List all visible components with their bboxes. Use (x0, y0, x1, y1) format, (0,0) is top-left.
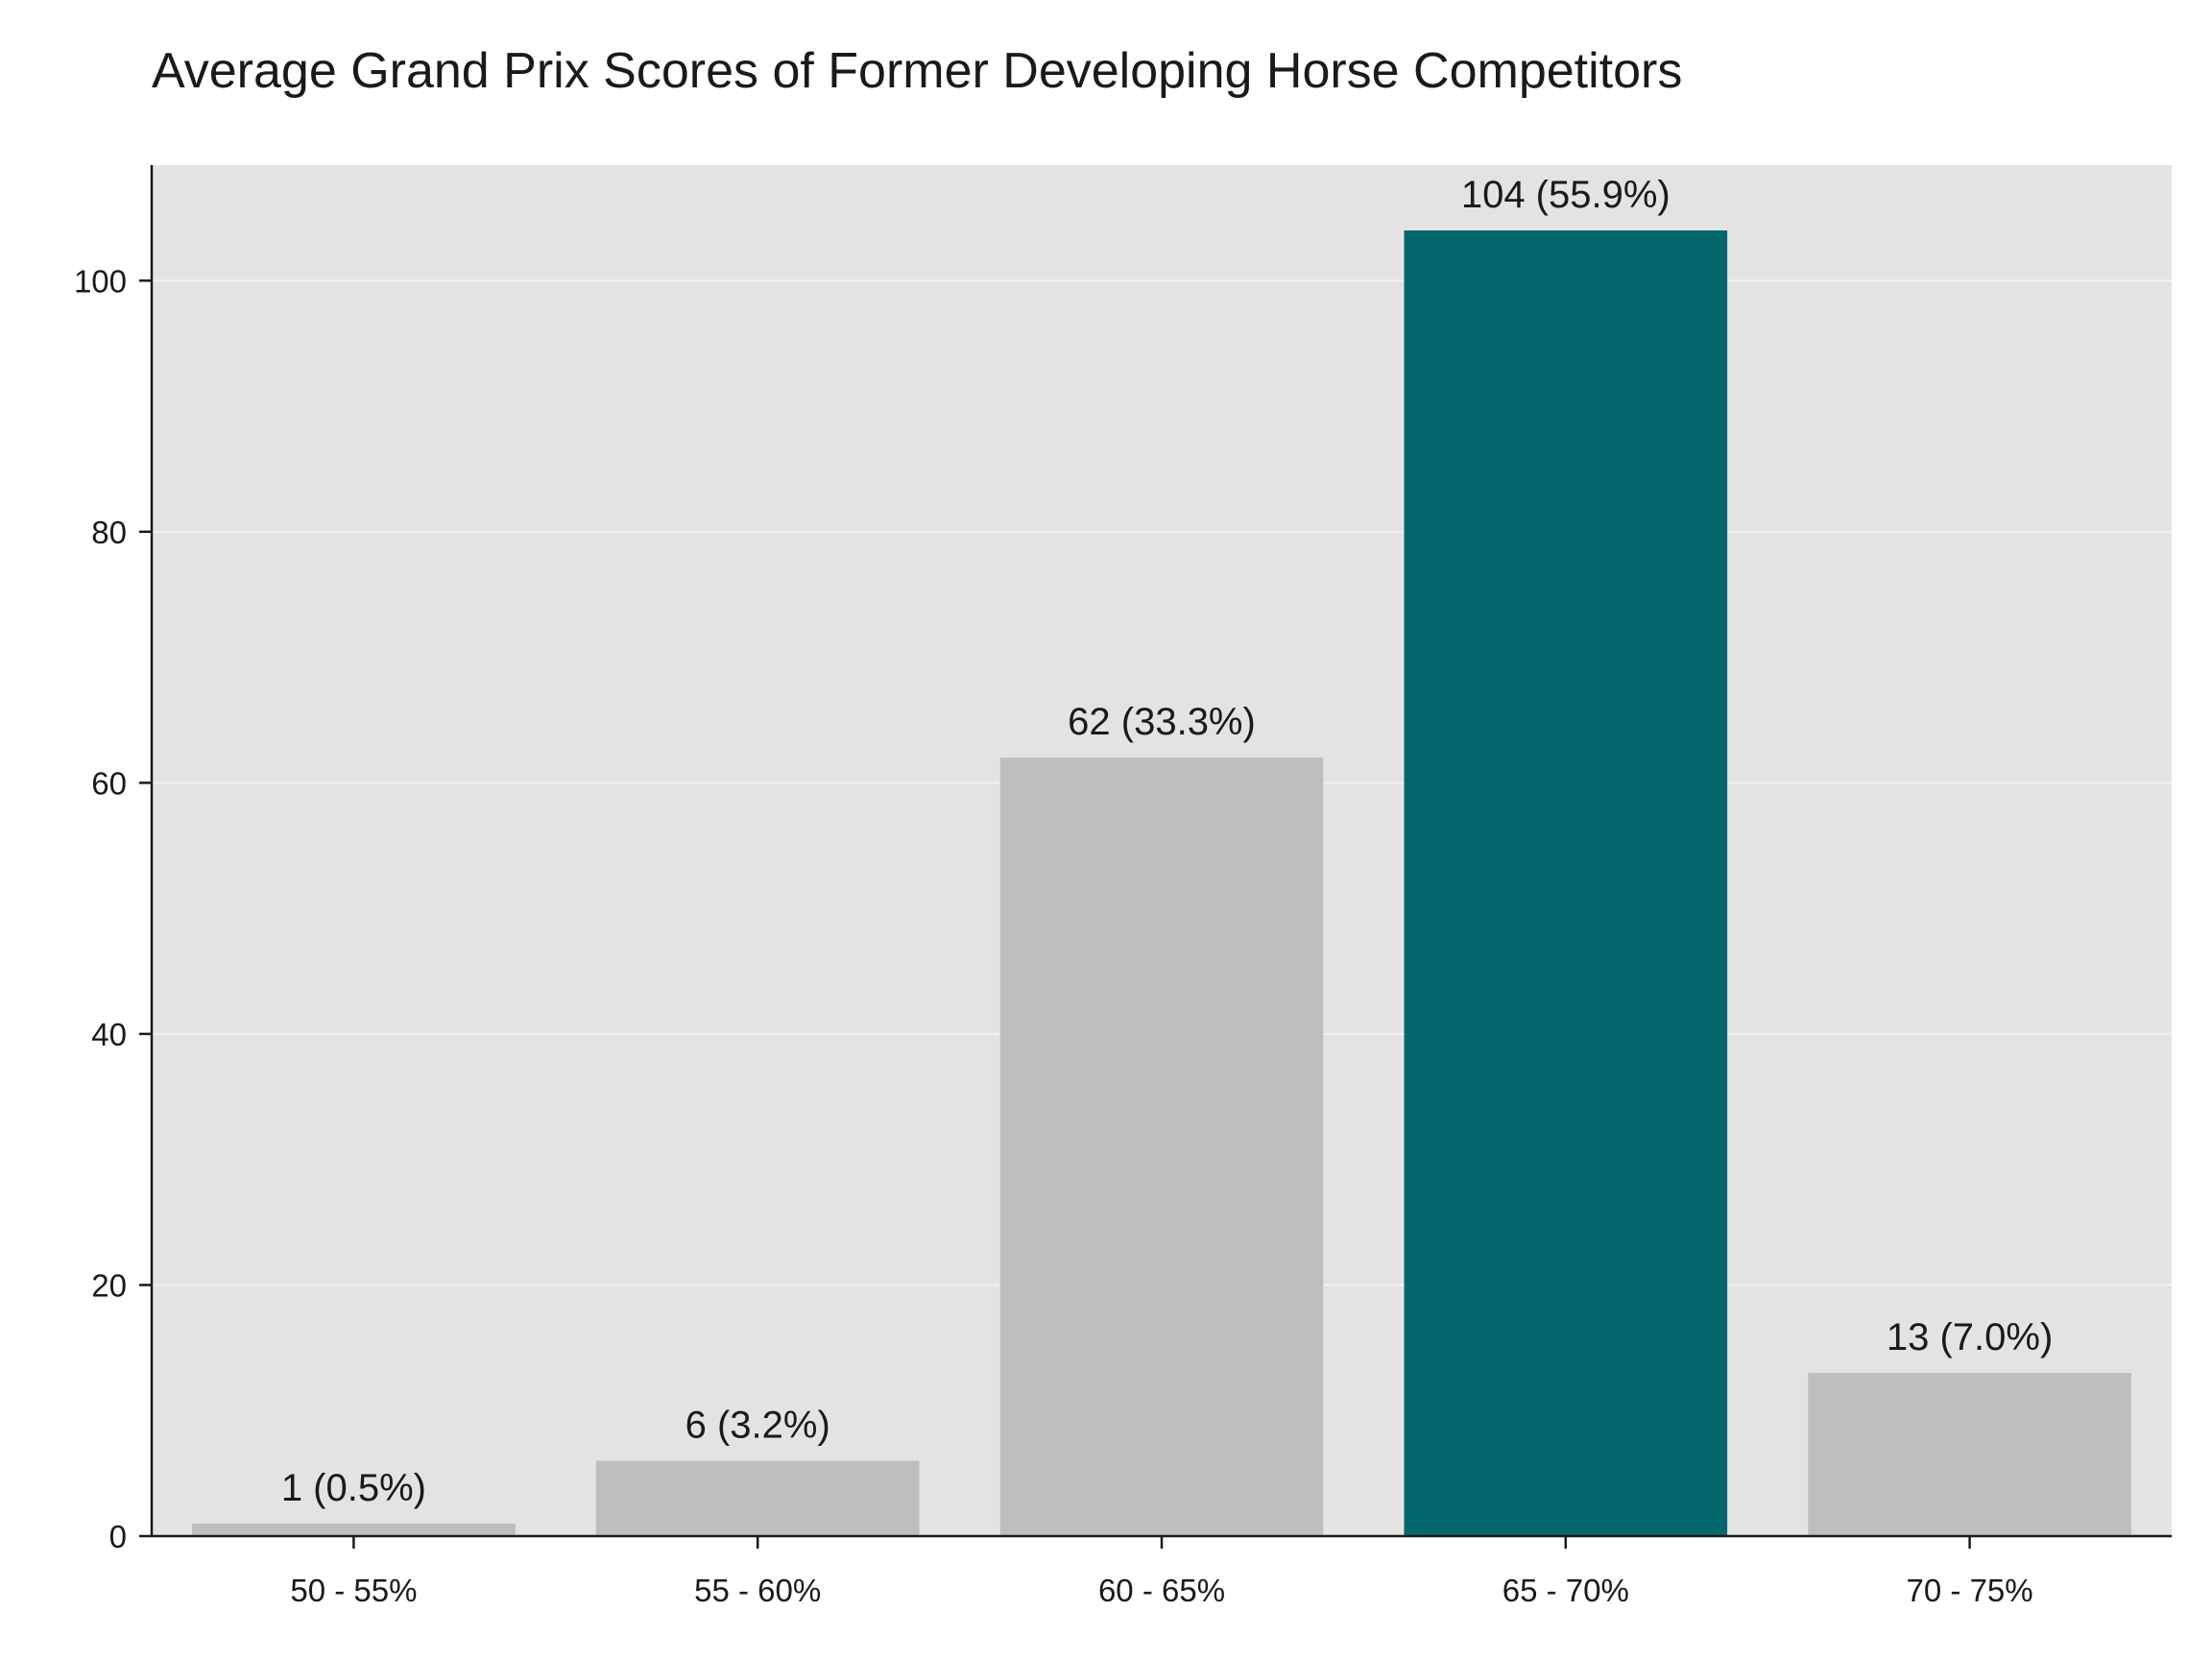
bar (192, 1523, 516, 1536)
bar (595, 1460, 920, 1536)
bars (192, 230, 2131, 1536)
chart-title: Average Grand Prix Scores of Former Deve… (152, 43, 1683, 99)
data-label: 6 (3.2%) (685, 1405, 830, 1447)
x-tick-label: 70 - 75% (1907, 1573, 2033, 1608)
data-label: 62 (33.3%) (1068, 701, 1256, 743)
y-tick-label: 60 (91, 765, 127, 801)
y-tick-label: 0 (109, 1519, 127, 1554)
x-ticks: 50 - 55% 55 - 60% 60 - 65% 65 - 70% 70 - 75% (290, 1536, 2033, 1608)
bar (999, 757, 1324, 1536)
y-tick-label: 100 (74, 263, 127, 299)
y-tick-label: 40 (91, 1017, 127, 1052)
y-tick-label: 20 (91, 1267, 127, 1303)
x-tick-label: 60 - 65% (1098, 1573, 1225, 1608)
x-tick-label: 55 - 60% (694, 1573, 821, 1608)
x-tick-label: 65 - 70% (1503, 1573, 1629, 1608)
x-tick-label: 50 - 55% (290, 1573, 417, 1608)
data-label: 1 (0.5%) (281, 1467, 426, 1509)
y-ticks: 0 20 40 60 80 100 (74, 263, 152, 1554)
data-label: 104 (55.9%) (1461, 174, 1671, 216)
data-label: 13 (7.0%) (1887, 1316, 2053, 1358)
y-tick-label: 80 (91, 515, 127, 550)
data-labels: 1 (0.5%) 6 (3.2%) 62 (33.3%) 104 (55.9%) 13 … (281, 174, 2053, 1509)
bar (1404, 230, 1728, 1536)
bar (1808, 1373, 2131, 1536)
